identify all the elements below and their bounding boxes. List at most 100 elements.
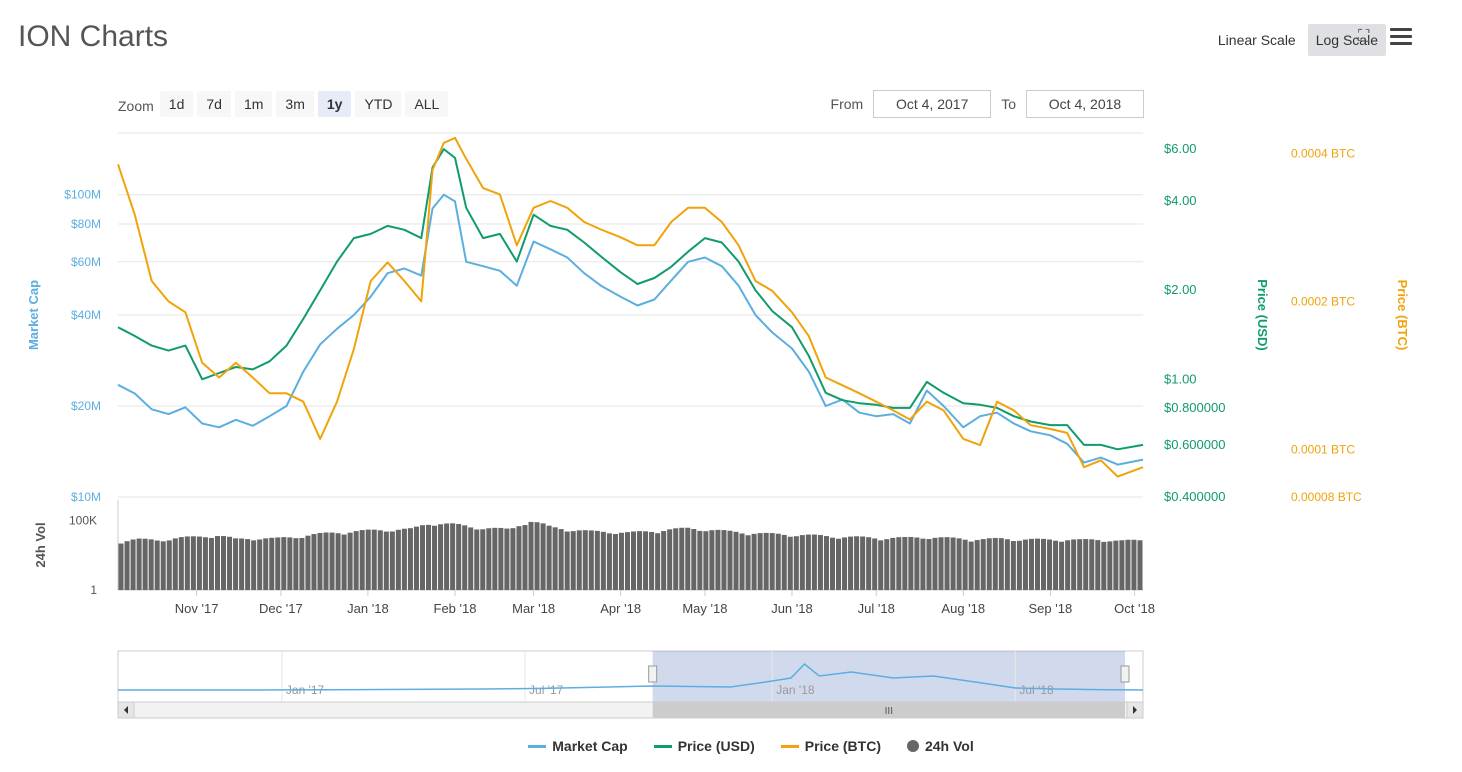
navigator-frame: [117, 650, 1144, 703]
x-tick-label: Feb '18: [434, 601, 477, 616]
hamburger-menu-icon[interactable]: [1390, 28, 1412, 46]
volume-bar: [1113, 540, 1119, 590]
volume-bar: [558, 529, 564, 590]
volume-bar: [1095, 540, 1101, 590]
navigator-handle-right[interactable]: [1120, 665, 1130, 683]
x-tick-label: Sep '18: [1028, 601, 1072, 616]
scrollbar-thumb[interactable]: [652, 702, 1125, 718]
volume-bar: [1059, 541, 1065, 590]
scrollbar-grip: III: [885, 706, 893, 717]
volume-bar: [239, 538, 245, 590]
volume-bar: [986, 538, 992, 590]
volume-bar: [667, 529, 673, 590]
zoom-button-1y[interactable]: 1y: [317, 91, 352, 117]
volume-bar: [281, 537, 287, 590]
volume-bar: [811, 534, 817, 590]
volume-bar: [450, 523, 456, 590]
series-line-price-btc-: [117, 136, 1144, 478]
volume-bar: [1083, 539, 1089, 590]
volume-bar: [528, 521, 534, 590]
volume-bar: [721, 530, 727, 590]
volume-bar: [347, 532, 353, 590]
volume-bar: [1053, 540, 1059, 590]
legend-item-market-cap[interactable]: Market Cap: [528, 738, 628, 754]
zoom-button-all[interactable]: ALL: [405, 91, 449, 117]
volume-bar: [763, 532, 769, 590]
volume-bar: [365, 529, 371, 590]
legend-item-price-btc[interactable]: Price (BTC): [780, 738, 881, 754]
volume-bar: [787, 536, 793, 590]
volume-bar: [335, 533, 341, 590]
price-btc-tick-label: 0.0001 BTC: [1291, 442, 1355, 456]
volume-bar: [275, 537, 281, 590]
fullscreen-icon[interactable]: ⛶: [1358, 28, 1370, 45]
volume-bar: [1131, 539, 1137, 590]
volume-bar: [233, 538, 239, 590]
log-scale-button[interactable]: Log Scale: [1307, 24, 1386, 56]
price-usd-axis-title: Price (USD): [1255, 279, 1270, 351]
volume-bar: [377, 530, 383, 590]
volume-bar: [184, 536, 190, 590]
volume-bar: [540, 523, 546, 590]
volume-tick-label: 1: [90, 583, 97, 597]
price-usd-tick-label: $2.00: [1164, 282, 1197, 297]
volume-bar: [872, 538, 878, 590]
x-tick-label: Dec '17: [259, 601, 303, 616]
price-usd-tick-label: $6.00: [1164, 141, 1197, 156]
legend-item-price-usd[interactable]: Price (USD): [653, 738, 755, 754]
volume-bar: [1089, 539, 1095, 590]
volume-bar: [823, 536, 829, 590]
volume-bar: [992, 537, 998, 590]
page-title: ION Charts: [18, 20, 169, 53]
volume-bar: [359, 530, 365, 590]
zoom-button-7d[interactable]: 7d: [197, 91, 231, 117]
volume-bar: [444, 523, 450, 590]
volume-bar: [1125, 539, 1131, 590]
volume-bar: [866, 537, 872, 590]
date-range: From Oct 4, 2017 To Oct 4, 2018: [831, 90, 1144, 118]
price-usd-tick-label: $1.00: [1164, 371, 1197, 386]
price-btc-axis-title: Price (BTC): [1395, 280, 1410, 351]
to-date-input[interactable]: Oct 4, 2018: [1026, 90, 1144, 118]
volume-bar: [438, 524, 444, 590]
market-cap-tick-label: $20M: [71, 399, 101, 413]
volume-bar: [631, 531, 637, 590]
zoom-button-ytd[interactable]: YTD: [355, 91, 402, 117]
zoom-button-1d[interactable]: 1d: [159, 91, 194, 117]
volume-bar: [353, 531, 359, 590]
volume-bar: [341, 534, 347, 590]
price-usd-tick-label: $0.800000: [1164, 400, 1225, 415]
price-usd-tick-label: $4.00: [1164, 193, 1197, 208]
x-tick-label: May '18: [682, 601, 727, 616]
volume-bar: [522, 525, 528, 590]
market-cap-tick-label: $80M: [71, 217, 101, 231]
volume-bar: [1101, 541, 1107, 590]
volume-bar: [1022, 539, 1028, 590]
legend-item-24h-vol[interactable]: 24h Vol: [906, 738, 974, 754]
volume-bar: [299, 538, 305, 590]
volume-bar: [848, 536, 854, 590]
from-date-input[interactable]: Oct 4, 2017: [873, 90, 992, 118]
volume-bar: [612, 534, 618, 590]
legend-label: Market Cap: [552, 738, 628, 754]
volume-bar: [564, 531, 570, 590]
zoom-button-3m[interactable]: 3m: [276, 91, 314, 117]
volume-bar: [769, 533, 775, 590]
volume-bar: [546, 525, 552, 590]
volume-bar: [926, 539, 932, 590]
x-tick-label: Jan '18: [347, 601, 389, 616]
volume-bar: [1004, 539, 1010, 590]
volume-bar: [221, 536, 227, 590]
volume-bar: [703, 531, 709, 590]
volume-bar: [799, 535, 805, 590]
volume-bar: [407, 528, 413, 590]
navigator-handle-left[interactable]: [648, 665, 658, 683]
x-tick-label: Oct '18: [1114, 601, 1155, 616]
zoom-button-1m[interactable]: 1m: [234, 91, 273, 117]
volume-bar: [1071, 539, 1077, 590]
market-cap-axis-title: Market Cap: [26, 280, 41, 350]
volume-bar: [896, 537, 902, 590]
linear-scale-button[interactable]: Linear Scale: [1217, 32, 1296, 48]
volume-bar: [739, 533, 745, 590]
x-tick-label: Mar '18: [512, 601, 555, 616]
